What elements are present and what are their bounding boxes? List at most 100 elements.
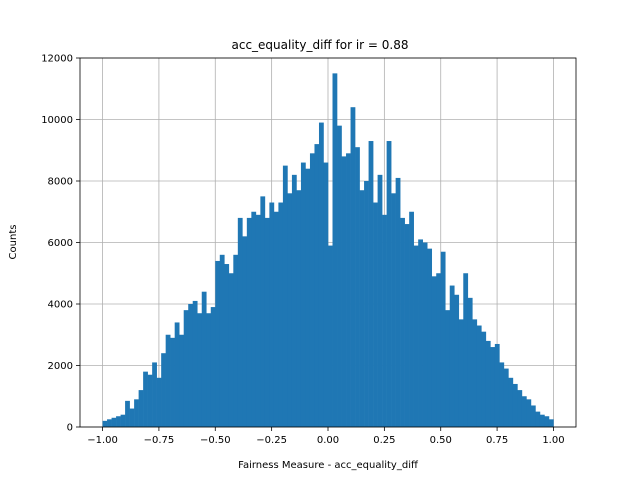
- histogram-bar: [251, 211, 257, 427]
- histogram-bar: [535, 411, 541, 427]
- histogram-bar: [107, 419, 112, 427]
- histogram-bar: [544, 416, 550, 427]
- histogram-bar: [449, 285, 455, 427]
- histogram-bar: [255, 214, 261, 427]
- histogram-bar: [314, 144, 320, 427]
- histogram-bar: [210, 307, 216, 427]
- histogram-bar: [309, 153, 315, 427]
- histogram-bar: [102, 420, 108, 427]
- histogram-bar: [161, 353, 166, 427]
- histogram-bar: [422, 242, 428, 427]
- y-tick-label: 2000: [48, 361, 73, 372]
- histogram-bar: [400, 217, 405, 427]
- histogram-bar: [278, 202, 284, 427]
- x-tick-label: 0.00: [317, 435, 339, 446]
- histogram-bar: [458, 319, 464, 427]
- histogram-bar: [170, 337, 175, 427]
- histogram-bar: [233, 254, 239, 427]
- x-tick-label: 0.75: [486, 435, 508, 446]
- histogram-bar: [530, 405, 536, 427]
- histogram-bar: [215, 260, 221, 427]
- chart-title: acc_equality_diff for ir = 0.88: [232, 38, 409, 52]
- histogram-bar: [481, 331, 487, 427]
- histogram-bar: [197, 313, 203, 427]
- histogram-bar: [472, 319, 478, 427]
- x-tick-label: 1.00: [542, 435, 564, 446]
- histogram-bar: [391, 193, 396, 427]
- histogram-bar: [282, 165, 288, 427]
- histogram-bar: [260, 196, 266, 427]
- y-tick-label: 4000: [48, 300, 73, 311]
- histogram-bar: [125, 400, 130, 427]
- histogram-bar: [548, 419, 554, 427]
- histogram-bar: [377, 174, 383, 427]
- histogram-bar: [467, 297, 473, 427]
- histogram-bar: [264, 217, 270, 427]
- histogram-bar: [512, 383, 518, 427]
- histogram-bar: [201, 291, 207, 427]
- x-tick-label: −0.50: [200, 435, 231, 446]
- histogram-bar: [228, 273, 234, 427]
- y-tick-label: 6000: [48, 238, 73, 249]
- histogram-bar: [300, 162, 306, 428]
- histogram-bar: [328, 245, 333, 427]
- x-axis-ticks: −1.00 −0.75 −0.50 −0.25 0.00 0.25 0.50 0.75 1.00: [87, 427, 565, 446]
- histogram-bar: [463, 273, 469, 427]
- histogram-bar: [494, 343, 500, 427]
- histogram-bar: [454, 294, 460, 427]
- histogram-bar: [129, 408, 135, 427]
- histogram-bar: [134, 399, 139, 427]
- histogram-bar: [490, 347, 496, 427]
- histogram-bar: [445, 310, 451, 427]
- histogram-bar: [526, 399, 532, 427]
- histogram-bar: [138, 390, 144, 427]
- histogram-bar: [517, 390, 523, 427]
- histogram-bar: [206, 313, 212, 427]
- histogram-bar: [337, 125, 342, 428]
- histogram-bar: [152, 362, 157, 427]
- histogram-bar: [305, 168, 311, 427]
- histogram-bar: [143, 371, 148, 427]
- y-axis-ticks: 0 2000 4000 6000 8000 10000 12000: [41, 54, 80, 434]
- histogram-bar: [179, 334, 185, 427]
- x-axis-label: Fairness Measure - acc_equality_diff: [238, 460, 419, 471]
- histogram-bar: [436, 273, 442, 427]
- histogram-bar: [440, 251, 446, 427]
- histogram-bar: [521, 396, 527, 427]
- histogram-bar: [192, 300, 198, 427]
- histogram-bar: [318, 122, 324, 427]
- histogram-bar: [183, 310, 189, 427]
- histogram-bar: [373, 202, 378, 427]
- x-tick-label: 0.50: [430, 435, 452, 446]
- y-tick-label: 8000: [48, 177, 73, 188]
- histogram-bar: [269, 202, 275, 427]
- x-tick-label: −0.25: [256, 435, 287, 446]
- histogram-bar: [156, 377, 162, 427]
- x-tick-label: −1.00: [87, 435, 118, 446]
- histogram-bar: [291, 174, 297, 427]
- histogram-bar: [418, 239, 423, 427]
- y-axis-label: Counts: [8, 225, 19, 260]
- histogram-bars: [102, 73, 554, 428]
- histogram-bar: [485, 340, 491, 427]
- histogram-bar: [386, 141, 392, 427]
- histogram-bar: [382, 214, 387, 427]
- histogram-bar: [539, 414, 545, 427]
- y-tick-label: 10000: [41, 115, 73, 126]
- histogram-bar: [355, 147, 360, 428]
- histogram-bar: [427, 248, 433, 427]
- histogram-bar: [116, 416, 121, 427]
- histogram-bar: [242, 236, 248, 427]
- histogram-bar: [499, 362, 505, 427]
- x-tick-label: −0.75: [144, 435, 175, 446]
- histogram-bar: [174, 322, 180, 427]
- histogram-bar: [188, 304, 194, 427]
- histogram-bar: [368, 141, 374, 427]
- histogram-bar: [404, 224, 410, 427]
- histogram-bar: [508, 377, 514, 427]
- histogram-bar: [111, 417, 117, 427]
- histogram-bar: [332, 73, 338, 427]
- histogram-bar: [431, 276, 437, 427]
- histogram-bar: [350, 107, 356, 427]
